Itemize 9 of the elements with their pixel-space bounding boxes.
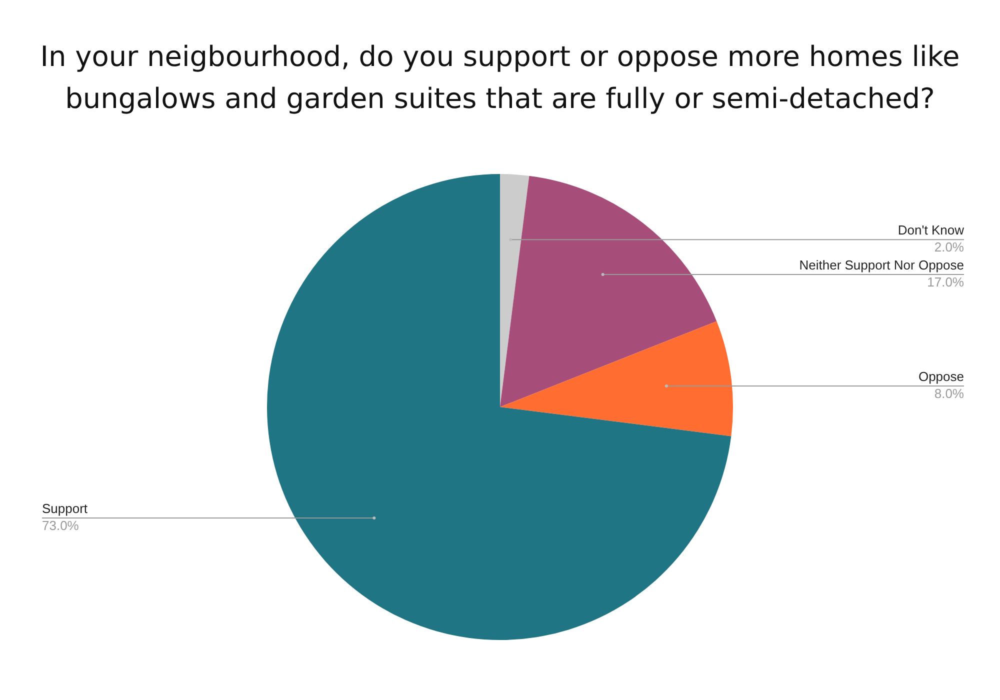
slice-label: Support	[42, 501, 88, 516]
data-label: 2.0%	[934, 240, 964, 255]
data-label: 17.0%	[927, 274, 964, 290]
data-label: 8.0%	[934, 386, 964, 402]
slice-label: Don't Know	[898, 222, 965, 238]
chart-title: In your neigbourhood, do you support or oppose more homes like bungalows and garden suites that are fully or semi-detached?	[39, 39, 961, 117]
data-label: 73.0%	[42, 518, 80, 534]
slice-label: Oppose	[918, 369, 964, 384]
slice-label: Neither Support Nor Oppose	[799, 258, 964, 273]
